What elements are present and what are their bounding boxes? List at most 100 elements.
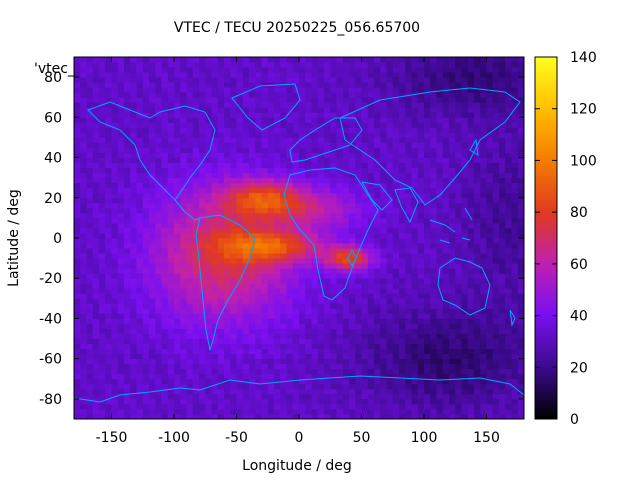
heat-cell bbox=[355, 278, 362, 284]
heat-cell bbox=[261, 217, 269, 224]
heat-cell bbox=[330, 343, 337, 350]
heat-cell bbox=[399, 343, 406, 350]
heat-cell bbox=[186, 328, 194, 334]
heat-cell bbox=[180, 182, 187, 189]
heat-cell bbox=[186, 177, 194, 184]
heat-cell bbox=[249, 132, 256, 138]
heat-cell bbox=[411, 398, 419, 405]
heat-cell bbox=[436, 243, 444, 249]
heat-cell bbox=[92, 197, 100, 204]
heat-cell bbox=[467, 248, 475, 254]
heat-cell bbox=[299, 368, 306, 375]
heat-cell bbox=[155, 227, 162, 234]
heat-cell bbox=[86, 132, 94, 138]
heat-cell bbox=[349, 227, 356, 234]
heat-cell bbox=[236, 142, 244, 148]
heat-cell bbox=[217, 318, 225, 324]
heat-cell bbox=[105, 313, 112, 319]
heat-cell bbox=[461, 283, 469, 289]
heat-cell bbox=[342, 323, 350, 329]
heat-cell bbox=[205, 388, 212, 395]
heat-cell bbox=[99, 187, 106, 194]
heat-cell bbox=[461, 92, 469, 98]
heat-cell bbox=[392, 82, 400, 88]
heat-cell bbox=[286, 132, 294, 138]
heat-cell bbox=[449, 283, 456, 289]
heat-cell bbox=[336, 177, 344, 184]
heat-cell bbox=[124, 137, 131, 143]
heat-cell bbox=[130, 303, 137, 309]
heat-cell bbox=[330, 107, 337, 113]
heat-cell bbox=[80, 398, 87, 405]
heat-cell bbox=[249, 122, 256, 128]
heat-cell bbox=[442, 273, 450, 279]
heat-cell bbox=[130, 112, 137, 118]
heat-cell bbox=[211, 182, 219, 189]
heat-cell bbox=[92, 388, 100, 395]
heat-cell bbox=[267, 318, 275, 324]
heat-cell bbox=[474, 152, 481, 158]
heat-cell bbox=[342, 117, 350, 123]
heat-cell bbox=[317, 77, 325, 83]
heat-cell bbox=[324, 122, 331, 128]
heat-cell bbox=[117, 132, 125, 138]
heat-cell bbox=[411, 308, 419, 314]
heat-cell bbox=[492, 82, 500, 88]
heat-cell bbox=[117, 167, 125, 174]
heat-cell bbox=[211, 393, 219, 400]
heat-cell bbox=[336, 212, 344, 219]
heat-cell bbox=[399, 142, 406, 148]
heat-cell bbox=[242, 117, 250, 123]
heat-cell bbox=[405, 393, 412, 400]
heat-cell bbox=[361, 398, 369, 405]
heat-cell bbox=[411, 147, 419, 153]
heat-cell bbox=[380, 232, 387, 239]
heat-cell bbox=[192, 348, 200, 355]
heat-cell bbox=[286, 258, 294, 264]
heat-cell bbox=[480, 388, 487, 395]
heat-cell bbox=[367, 132, 375, 138]
heat-cell bbox=[142, 77, 150, 83]
heat-cell bbox=[299, 202, 306, 209]
heat-cell bbox=[317, 303, 325, 309]
heat-cell bbox=[124, 192, 131, 199]
heat-cell bbox=[499, 263, 506, 269]
heat-cell bbox=[86, 293, 94, 299]
heat-cell bbox=[261, 388, 269, 395]
heat-cell bbox=[136, 102, 144, 108]
heat-cell bbox=[292, 383, 300, 390]
heat-cell bbox=[261, 87, 269, 93]
heat-cell bbox=[386, 157, 394, 163]
heat-cell bbox=[117, 313, 125, 319]
heat-cell bbox=[380, 358, 387, 365]
heat-cell bbox=[92, 253, 100, 259]
heat-cell bbox=[230, 197, 237, 204]
heat-cell bbox=[92, 157, 100, 163]
heat-cell bbox=[149, 137, 156, 143]
heat-cell bbox=[111, 263, 119, 269]
heat-cell bbox=[117, 187, 125, 194]
heat-cell bbox=[155, 82, 162, 88]
heat-cell bbox=[311, 152, 319, 158]
heat-cell bbox=[505, 112, 512, 118]
heat-cell bbox=[486, 207, 494, 214]
heat-cell bbox=[449, 403, 456, 410]
heat-cell bbox=[399, 368, 406, 375]
heat-cell bbox=[236, 72, 244, 78]
heat-cell bbox=[261, 268, 269, 274]
heat-cell bbox=[161, 323, 169, 329]
heat-cell bbox=[267, 107, 275, 113]
heat-cell bbox=[499, 413, 506, 420]
heat-cell bbox=[411, 112, 419, 118]
heat-cell bbox=[111, 383, 119, 390]
heat-cell bbox=[130, 398, 137, 405]
heat-cell bbox=[380, 343, 387, 350]
heat-cell bbox=[330, 127, 337, 133]
heat-cell bbox=[130, 368, 137, 375]
heat-cell bbox=[267, 338, 275, 344]
heat-cell bbox=[467, 323, 475, 329]
heat-cell bbox=[99, 383, 106, 390]
heat-cell bbox=[467, 142, 475, 148]
heat-cell bbox=[117, 273, 125, 279]
heat-cell bbox=[99, 303, 106, 309]
